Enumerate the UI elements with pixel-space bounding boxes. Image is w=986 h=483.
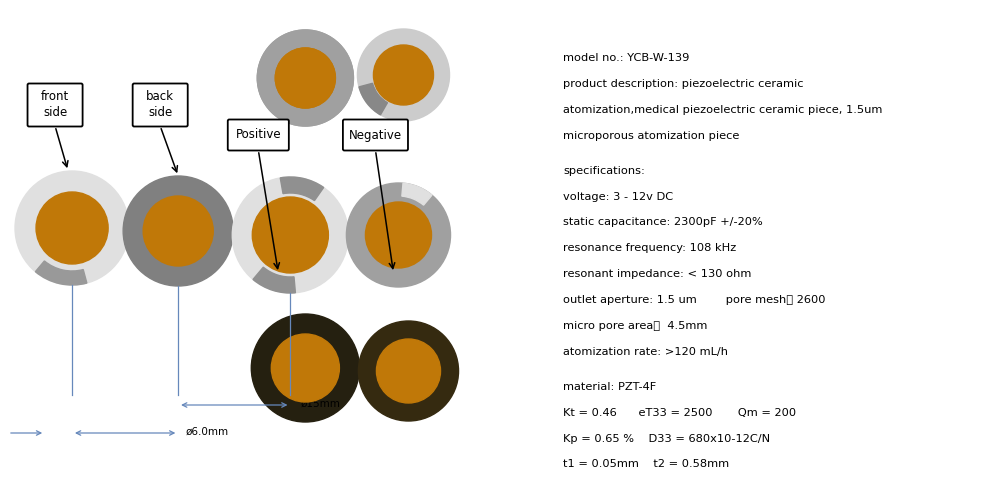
Circle shape (15, 171, 129, 285)
Text: product description: piezoelectric ceramic: product description: piezoelectric ceram… (563, 79, 804, 89)
Circle shape (36, 192, 108, 264)
Circle shape (275, 48, 335, 108)
Text: model no.: YCB-W-139: model no.: YCB-W-139 (563, 53, 690, 63)
Wedge shape (402, 183, 432, 205)
Wedge shape (253, 267, 296, 293)
Text: outlet aperture: 1.5 um        pore mesh： 2600: outlet aperture: 1.5 um pore mesh： 2600 (563, 295, 826, 305)
Text: Kt = 0.46      eT33 = 2500       Qm = 200: Kt = 0.46 eT33 = 2500 Qm = 200 (563, 408, 797, 418)
Text: front
side: front side (41, 90, 69, 119)
Circle shape (252, 197, 328, 273)
Text: specifications:: specifications: (563, 166, 645, 176)
Text: voltage: 3 - 12v DC: voltage: 3 - 12v DC (563, 192, 673, 201)
FancyBboxPatch shape (28, 84, 83, 127)
Circle shape (271, 334, 339, 402)
Text: atomization rate: >120 mL/h: atomization rate: >120 mL/h (563, 347, 729, 357)
Wedge shape (280, 177, 323, 200)
Circle shape (374, 45, 434, 105)
Text: t1 = 0.05mm    t2 = 0.58mm: t1 = 0.05mm t2 = 0.58mm (563, 459, 730, 469)
Circle shape (346, 183, 451, 287)
FancyBboxPatch shape (228, 119, 289, 151)
Text: back
side: back side (146, 90, 175, 119)
FancyBboxPatch shape (133, 84, 187, 127)
FancyBboxPatch shape (519, 5, 985, 478)
Text: material: PZT-4F: material: PZT-4F (563, 382, 657, 392)
Circle shape (275, 48, 335, 108)
Text: resonance frequency: 108 kHz: resonance frequency: 108 kHz (563, 243, 737, 253)
Text: ø15mm: ø15mm (301, 399, 340, 409)
FancyBboxPatch shape (343, 119, 408, 151)
Text: Kp = 0.65 %    D33 = 680x10-12C/N: Kp = 0.65 % D33 = 680x10-12C/N (563, 434, 770, 443)
Circle shape (251, 314, 360, 422)
Circle shape (357, 29, 450, 121)
Circle shape (275, 48, 335, 108)
Text: Negative: Negative (349, 128, 402, 142)
Text: atomization,medical piezoelectric ceramic piece, 1.5um: atomization,medical piezoelectric cerami… (563, 105, 882, 115)
Text: micro pore area：  4.5mm: micro pore area： 4.5mm (563, 321, 708, 331)
Circle shape (366, 202, 432, 268)
Wedge shape (35, 261, 87, 285)
Text: Positive: Positive (236, 128, 281, 142)
Circle shape (143, 196, 213, 266)
Circle shape (257, 30, 353, 126)
Circle shape (233, 177, 348, 293)
Text: microporous atomization piece: microporous atomization piece (563, 131, 740, 141)
Wedge shape (359, 83, 387, 115)
Text: ø6.0mm: ø6.0mm (185, 427, 229, 437)
Circle shape (359, 321, 458, 421)
Circle shape (257, 30, 353, 126)
Text: resonant impedance: < 130 ohm: resonant impedance: < 130 ohm (563, 269, 751, 279)
Circle shape (123, 176, 234, 286)
Circle shape (377, 339, 441, 403)
Text: static capacitance: 2300pF +/-20%: static capacitance: 2300pF +/-20% (563, 217, 763, 227)
